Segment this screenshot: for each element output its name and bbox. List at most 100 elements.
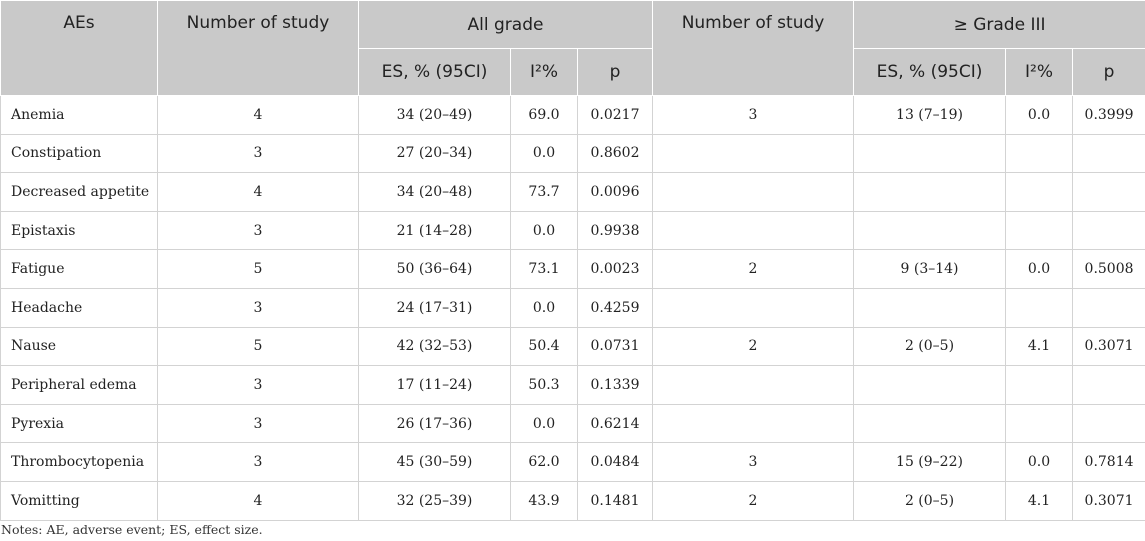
i2-g3-cell: 0.0 [1005,95,1074,135]
table-row: Headache 3 24 (17–31) 0.0 0.4259 [0,287,1145,328]
p-all-cell: 0.1481 [576,480,654,521]
p-all-cell: 0.6214 [576,403,654,444]
es-g3-cell [853,210,1007,251]
p-g3-cell [1072,365,1145,405]
n-all-cell: 4 [157,172,359,212]
i2-all-cell: 73.7 [510,172,578,212]
table-row: Fatigue 5 50 (36–64) 73.1 0.0023 2 9 (3–… [0,249,1145,289]
n-g3-cell: 3 [652,442,855,482]
es-all-cell: 27 (20–34) [358,133,511,174]
n-g3-cell: 3 [652,95,855,135]
p-all-cell: 0.4259 [576,287,654,328]
p-all-cell: 0.0731 [576,326,654,367]
i2-all-cell: 0.0 [510,210,578,251]
p-g3-cell: 0.3071 [1072,326,1145,367]
es-all-cell: 26 (17–36) [358,403,511,444]
table-row: Anemia 4 34 (20–49) 69.0 0.0217 3 13 (7–… [0,95,1145,135]
i2-all-cell: 0.0 [510,133,578,174]
i2-g3-cell [1005,287,1074,328]
p-all-cell: 0.1339 [576,365,654,405]
ae-name-cell: Headache [0,287,158,328]
es-g3-cell [853,133,1007,174]
table-row: Peripheral edema 3 17 (11–24) 50.3 0.133… [0,365,1145,405]
p-all-cell: 0.8602 [576,133,654,174]
p-g3-cell [1072,210,1145,251]
p-all-cell: 0.0096 [576,172,654,212]
p-g3-cell [1072,287,1145,328]
i2-all-cell: 62.0 [510,442,578,482]
header-all-grade: All grade [357,0,654,49]
table-row: Vomitting 4 32 (25–39) 43.9 0.1481 2 2 (… [0,480,1145,521]
n-g3-cell [652,172,855,212]
i2-g3-cell: 0.0 [1005,442,1074,482]
es-all-cell: 34 (20–49) [358,95,511,135]
header-i2-all: I²% [510,48,578,96]
es-all-cell: 42 (32–53) [358,326,511,367]
es-g3-cell: 2 (0–5) [853,480,1007,521]
n-all-cell: 3 [157,133,359,174]
es-g3-cell: 15 (9–22) [853,442,1007,482]
adverse-events-table: AEs Number of study All grade Number of … [0,0,1145,521]
i2-all-cell: 69.0 [510,95,578,135]
p-all-cell: 0.0023 [576,249,654,289]
table-header: AEs Number of study All grade Number of … [0,0,1145,96]
n-all-cell: 3 [157,287,359,328]
header-number-of-study-g3: Number of study [652,0,855,96]
n-all-cell: 5 [157,249,359,289]
header-es-g3: ES, % (95CI) [853,48,1007,96]
i2-g3-cell [1005,365,1074,405]
header-p-g3: p [1072,48,1145,96]
table-body: Anemia 4 34 (20–49) 69.0 0.0217 3 13 (7–… [0,95,1145,521]
i2-all-cell: 73.1 [510,249,578,289]
n-all-cell: 3 [157,210,359,251]
es-g3-cell [853,403,1007,444]
header-i2-g3: I²% [1005,48,1074,96]
es-g3-cell: 9 (3–14) [853,249,1007,289]
es-all-cell: 32 (25–39) [358,480,511,521]
table-row: Decreased appetite 4 34 (20–48) 73.7 0.0… [0,172,1145,212]
i2-g3-cell [1005,403,1074,444]
table-row: Epistaxis 3 21 (14–28) 0.0 0.9938 [0,210,1145,251]
ae-name-cell: Pyrexia [0,403,158,444]
header-p-all: p [576,48,654,96]
table-row: Nause 5 42 (32–53) 50.4 0.0731 2 2 (0–5)… [0,326,1145,367]
ae-name-cell: Decreased appetite [0,172,158,212]
i2-all-cell: 50.4 [510,326,578,367]
n-all-cell: 5 [157,326,359,367]
es-all-cell: 24 (17–31) [358,287,511,328]
table-row: Thrombocytopenia 3 45 (30–59) 62.0 0.048… [0,442,1145,482]
ae-name-cell: Nause [0,326,158,367]
i2-all-cell: 43.9 [510,480,578,521]
i2-all-cell: 0.0 [510,403,578,444]
n-g3-cell [652,365,855,405]
p-g3-cell: 0.5008 [1072,249,1145,289]
ae-name-cell: Thrombocytopenia [0,442,158,482]
table-notes: Notes: AE, adverse event; ES, effect siz… [1,522,263,537]
ae-name-cell: Peripheral edema [0,365,158,405]
es-all-cell: 34 (20–48) [358,172,511,212]
es-g3-cell [853,287,1007,328]
es-all-cell: 21 (14–28) [358,210,511,251]
p-g3-cell [1072,403,1145,444]
p-all-cell: 0.0484 [576,442,654,482]
ae-name-cell: Constipation [0,133,158,174]
n-g3-cell [652,210,855,251]
p-g3-cell: 0.3071 [1072,480,1145,521]
es-g3-cell: 2 (0–5) [853,326,1007,367]
header-row-sub: ES, % (95CI) I²% p ES, % (95CI) I²% p [1,48,1145,96]
p-g3-cell: 0.7814 [1072,442,1145,482]
i2-all-cell: 0.0 [510,287,578,328]
n-g3-cell [652,403,855,444]
n-all-cell: 3 [157,442,359,482]
n-g3-cell: 2 [652,480,855,521]
p-g3-cell [1072,133,1145,174]
p-g3-cell [1072,172,1145,212]
n-g3-cell [652,133,855,174]
n-all-cell: 3 [157,403,359,444]
header-grade-iii: ≥ Grade III [853,0,1145,49]
es-all-cell: 17 (11–24) [358,365,511,405]
header-number-of-study-all: Number of study [157,0,359,96]
header-row-top: AEs Number of study All grade Number of … [0,0,1145,96]
header-aes: AEs [0,0,158,96]
i2-all-cell: 50.3 [510,365,578,405]
